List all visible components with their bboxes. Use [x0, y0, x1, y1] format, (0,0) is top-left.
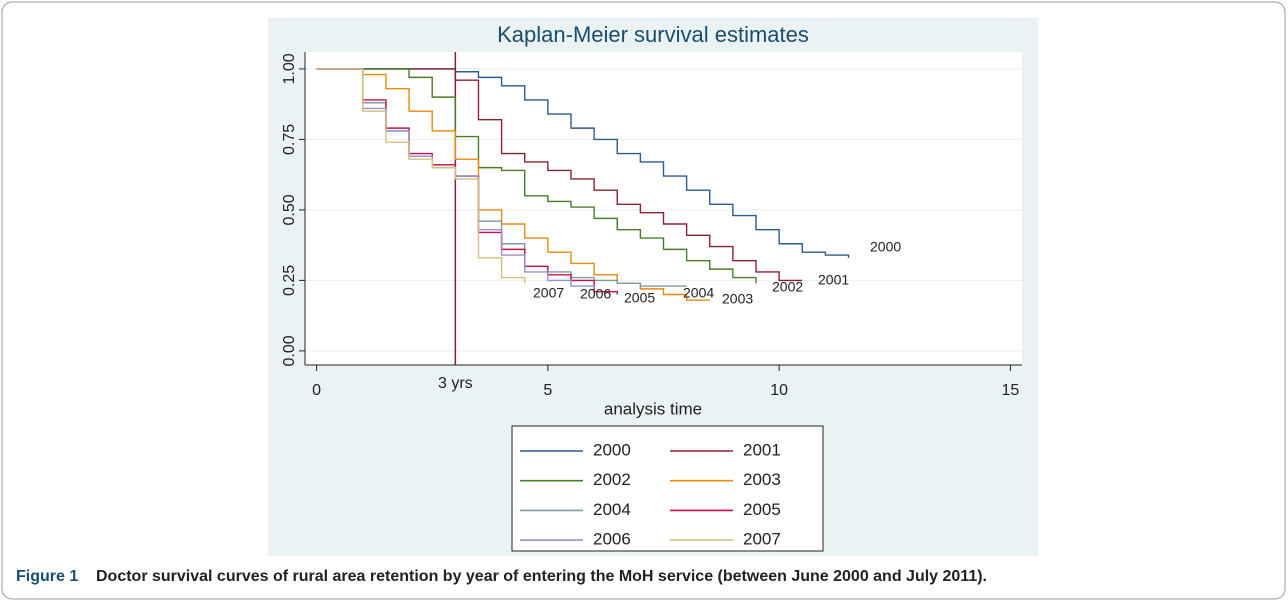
- x-tick-label: 5: [543, 382, 552, 399]
- curve-label: 2005: [624, 290, 655, 306]
- x-tick-label: 15: [1002, 382, 1020, 399]
- legend: [511, 425, 824, 552]
- curve-label: 2006: [580, 286, 611, 302]
- survival-curve: [316, 68, 710, 301]
- survival-curve: [316, 68, 757, 284]
- curve-label: 2003: [722, 291, 753, 307]
- curve-label: 2004: [683, 285, 714, 301]
- x-tick-label: 10: [770, 382, 788, 399]
- y-tick-label: 0.75: [281, 124, 298, 155]
- y-tick-label: 0.50: [281, 194, 298, 225]
- y-tick-label: 0.00: [281, 335, 298, 366]
- reference-label: 3 yrs: [438, 375, 473, 392]
- curve-label: 2000: [870, 239, 901, 255]
- caption-label: Figure 1: [16, 568, 78, 585]
- curve-label: 2001: [818, 272, 849, 288]
- chart-title: Kaplan-Meier survival estimates: [497, 22, 809, 47]
- legend-label: 2003: [743, 470, 781, 489]
- x-tick-label: 0: [312, 382, 321, 399]
- legend-label: 2005: [743, 500, 781, 519]
- x-axis-label: analysis time: [604, 399, 702, 418]
- legend-label: 2007: [743, 530, 781, 549]
- y-tick-label: 0.25: [281, 265, 298, 296]
- caption-text: Doctor survival curves of rural area ret…: [96, 568, 987, 585]
- survival-curve: [316, 68, 526, 284]
- legend-label: 2006: [593, 530, 631, 549]
- legend-label: 2004: [593, 500, 631, 519]
- plot-area: [305, 52, 1022, 365]
- curve-label: 2007: [533, 285, 564, 301]
- legend-label: 2002: [593, 470, 631, 489]
- legend-label: 2000: [593, 440, 631, 459]
- y-tick-label: 1.00: [281, 53, 298, 84]
- survival-curve: [316, 68, 595, 289]
- survival-curve: [316, 68, 803, 282]
- legend-label: 2001: [743, 440, 781, 459]
- curve-label: 2002: [772, 279, 803, 295]
